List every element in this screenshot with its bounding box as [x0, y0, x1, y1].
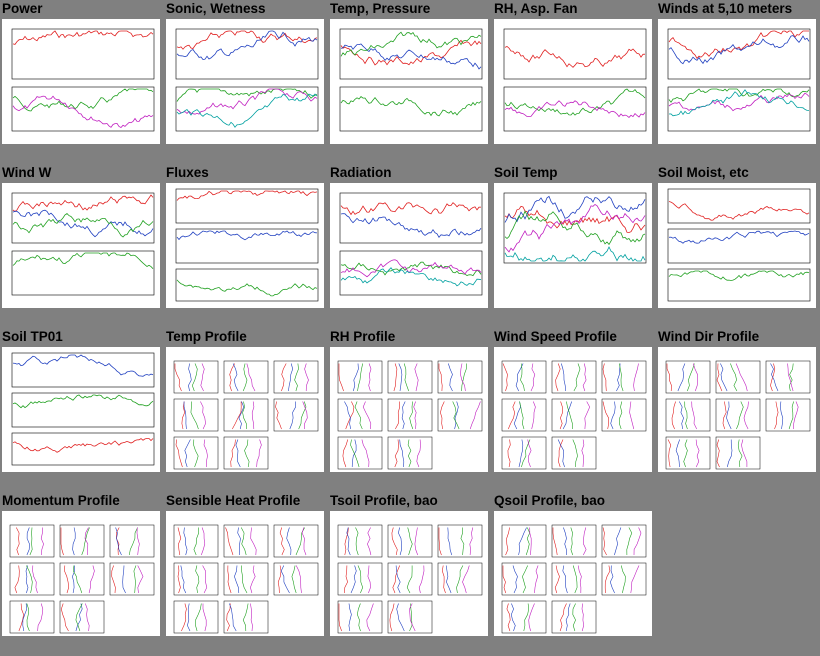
- plot-tile: Temp, Pressure: [328, 0, 490, 164]
- plot-thumbnail-image: [11, 192, 155, 296]
- plot-tile-title: Soil Temp: [494, 165, 558, 180]
- plot-thumbnail-link[interactable]: [166, 347, 324, 472]
- plot-tile: Wind W: [0, 164, 162, 328]
- plot-tile: Fluxes: [164, 164, 326, 328]
- plot-thumbnail-image: [665, 360, 811, 470]
- plot-thumbnail-image: [503, 28, 647, 132]
- plot-thumbnail-image: [339, 28, 483, 132]
- plot-thumbnail-image: [173, 524, 319, 634]
- plot-thumbnail-link[interactable]: [658, 347, 816, 472]
- plot-thumbnail-link[interactable]: [2, 347, 160, 472]
- plot-thumbnail-link[interactable]: [330, 511, 488, 636]
- plot-thumbnail-link[interactable]: [2, 511, 160, 636]
- plot-tile-title: Soil Moist, etc: [658, 165, 749, 180]
- plot-thumbnail-image: [339, 192, 483, 296]
- plot-tile: Soil TP01: [0, 328, 162, 492]
- plot-thumbnail-link[interactable]: [2, 19, 160, 144]
- plot-tile: Power: [0, 0, 162, 164]
- plot-thumbnail-image: [501, 360, 647, 470]
- plot-tile-title: RH Profile: [330, 329, 396, 344]
- plot-tile-title: Temp, Pressure: [330, 1, 431, 16]
- plot-tile: Radiation: [328, 164, 490, 328]
- plot-tile-title: Wind Dir Profile: [658, 329, 760, 344]
- plot-tile: RH, Asp. Fan: [492, 0, 654, 164]
- plot-thumbnail-image: [173, 360, 319, 470]
- plot-tile: Sensible Heat Profile: [164, 492, 326, 656]
- plot-tile-title: Sensible Heat Profile: [166, 493, 301, 508]
- plot-tile-title: Tsoil Profile, bao: [330, 493, 438, 508]
- plot-thumbnail-link[interactable]: [330, 19, 488, 144]
- plot-tile-title: Temp Profile: [166, 329, 247, 344]
- plot-tile: Sonic, Wetness: [164, 0, 326, 164]
- plot-tile-title: Qsoil Profile, bao: [494, 493, 606, 508]
- plot-tile-title: Wind W: [2, 165, 52, 180]
- plot-tile-title: Wind Speed Profile: [494, 329, 617, 344]
- plot-thumbnail-image: [11, 352, 155, 466]
- plot-thumbnail-link[interactable]: [2, 183, 160, 308]
- plot-thumbnail-link[interactable]: [658, 19, 816, 144]
- plot-thumbnail-image: [501, 524, 647, 634]
- plot-thumbnail-link[interactable]: [330, 183, 488, 308]
- plot-tile: Soil Temp: [492, 164, 654, 328]
- plot-thumbnail-link[interactable]: [166, 183, 324, 308]
- plot-thumbnail-image: [9, 524, 155, 634]
- plot-thumbnail-link[interactable]: [494, 19, 652, 144]
- plot-tile: Winds at 5,10 meters: [656, 0, 818, 164]
- plot-tile-title: Radiation: [330, 165, 392, 180]
- plot-thumbnail-link[interactable]: [658, 183, 816, 308]
- plot-tile: Soil Moist, etc: [656, 164, 818, 328]
- plot-thumbnail-image: [11, 28, 155, 132]
- plot-tile: RH Profile: [328, 328, 490, 492]
- plot-tile: Momentum Profile: [0, 492, 162, 656]
- plot-thumbnail-image: [337, 360, 483, 470]
- plot-tile-title: Momentum Profile: [2, 493, 120, 508]
- plot-thumbnail-image: [503, 192, 647, 264]
- plot-thumbnail-image: [175, 28, 319, 132]
- plot-tile-title: Sonic, Wetness: [166, 1, 266, 16]
- plot-thumbnail-link[interactable]: [494, 183, 652, 308]
- plot-tile: Wind Speed Profile: [492, 328, 654, 492]
- plot-tile-title: Power: [2, 1, 43, 16]
- plot-thumbnail-link[interactable]: [494, 347, 652, 472]
- plot-tile-title: Soil TP01: [2, 329, 63, 344]
- plot-tile: Temp Profile: [164, 328, 326, 492]
- plot-tile: Tsoil Profile, bao: [328, 492, 490, 656]
- plot-thumbnail-link[interactable]: [494, 511, 652, 636]
- plot-tile: Qsoil Profile, bao: [492, 492, 654, 656]
- plot-thumbnail-image: [175, 188, 319, 302]
- plot-thumbnail-image: [667, 28, 811, 132]
- plot-tile-title: Winds at 5,10 meters: [658, 1, 793, 16]
- plot-thumbnail-image: [337, 524, 483, 634]
- plot-tile-title: RH, Asp. Fan: [494, 1, 578, 16]
- plot-tile-title: Fluxes: [166, 165, 209, 180]
- plot-thumbnail-link[interactable]: [166, 511, 324, 636]
- plot-thumbnail-link[interactable]: [330, 347, 488, 472]
- plot-thumbnail-image: [667, 188, 811, 302]
- plot-tile: Wind Dir Profile: [656, 328, 818, 492]
- plot-thumbnail-link[interactable]: [166, 19, 324, 144]
